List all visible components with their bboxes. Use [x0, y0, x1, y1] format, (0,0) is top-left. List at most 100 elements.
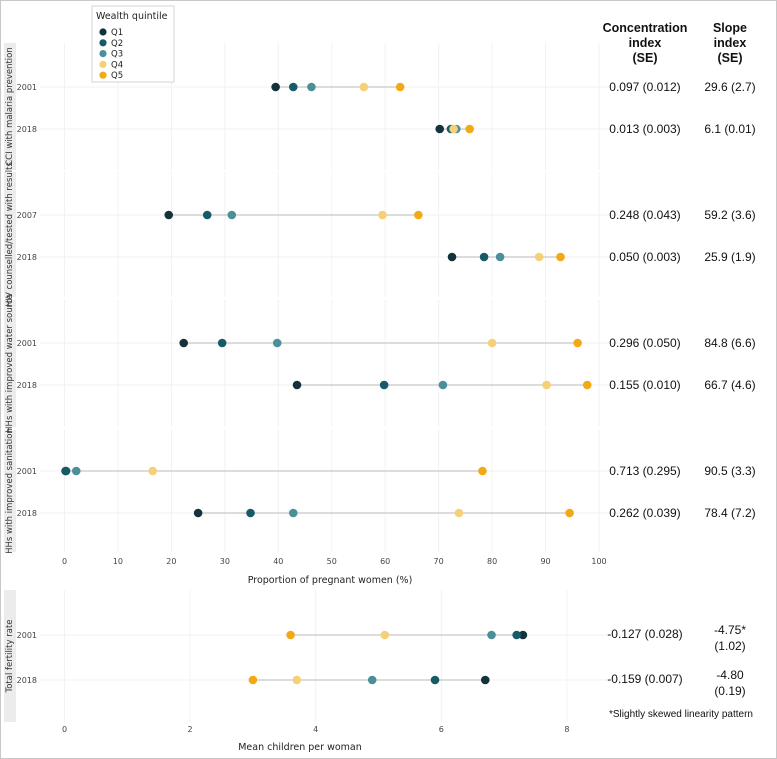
- year-label: 2007: [17, 211, 37, 220]
- concentration-index: -0.127 (0.028): [607, 627, 682, 641]
- dot-q1-2018: [447, 252, 457, 262]
- dot-q2-2001: [61, 466, 71, 476]
- facet-label-hhs-with-improved-water-source: HHs with improved water source: [5, 294, 15, 433]
- legend-title: Wealth quintile: [96, 11, 168, 22]
- dot-q5-2018: [556, 252, 565, 262]
- facet-label-hhs-with-improved-sanitation: HHs with improved sanitation: [5, 428, 15, 554]
- dot-q2-2001: [512, 630, 521, 640]
- x-tick-label: 60: [380, 557, 390, 566]
- x-axis-title: Proportion of pregnant women (%): [248, 575, 413, 586]
- concentration-index: 0.013 (0.003): [609, 122, 680, 136]
- dot-q4-2018: [454, 508, 464, 518]
- x-tick-label: 100: [591, 557, 606, 566]
- legend-swatch-q4: [99, 60, 107, 68]
- year-label: 2001: [17, 339, 37, 348]
- year-label: 2018: [17, 253, 37, 262]
- legend-label-q4: Q4: [111, 60, 123, 70]
- slope-index: -4.80: [716, 668, 744, 682]
- dot-q3-2007: [227, 210, 237, 220]
- dot-q2-2018: [430, 675, 440, 685]
- dot-q3-2018: [367, 675, 377, 685]
- dot-q1-2018: [435, 124, 445, 134]
- dot-q1-2007: [164, 210, 174, 220]
- dot-q4-2018: [449, 124, 458, 134]
- slope-index-header: index: [714, 36, 747, 50]
- dot-q5-2018: [582, 380, 592, 390]
- dot-q3-2018: [438, 380, 448, 390]
- dot-q5-2001: [395, 82, 405, 92]
- dot-q5-2001: [573, 338, 582, 348]
- facet-strip: [4, 590, 16, 722]
- dot-q2-2001: [288, 82, 298, 92]
- legend-label-q5: Q5: [111, 71, 123, 81]
- footnote: *Slightly skewed linearity pattern: [609, 709, 753, 720]
- dot-q1-2018: [292, 380, 302, 390]
- dot-q2-2018: [246, 508, 255, 518]
- x-tick-label: 50: [327, 557, 337, 566]
- concentration-index: 0.050 (0.003): [609, 250, 680, 264]
- concentration-index-header: (SE): [633, 51, 658, 65]
- concentration-index: 0.262 (0.039): [609, 506, 680, 520]
- legend-swatch-q3: [99, 50, 107, 58]
- slope-index: 66.7 (4.6): [704, 378, 755, 392]
- dot-q4-2018: [542, 380, 551, 390]
- year-label: 2001: [17, 631, 37, 640]
- legend-swatch-q1: [99, 28, 107, 36]
- slope-index-se: (0.19): [714, 684, 745, 698]
- legend-label-q2: Q2: [111, 39, 123, 49]
- concentration-index: 0.713 (0.295): [609, 464, 680, 478]
- concentration-index: 0.248 (0.043): [609, 208, 680, 222]
- dot-q4-2001: [359, 82, 369, 92]
- slope-index-header: Slope: [713, 21, 747, 35]
- dot-q4-2001: [380, 630, 390, 640]
- dot-q2-2001: [217, 338, 227, 348]
- legend-swatch-q2: [99, 39, 107, 47]
- dot-q5-2007: [414, 210, 423, 220]
- year-label: 2018: [17, 125, 37, 134]
- x-tick-label: 6: [439, 725, 444, 734]
- slope-index-se: (1.02): [714, 639, 745, 653]
- x-tick-label: 30: [220, 557, 230, 566]
- x-axis-title: Mean children per woman: [238, 742, 362, 753]
- slope-index: 59.2 (3.6): [704, 208, 755, 222]
- slope-index: 25.9 (1.9): [704, 250, 755, 264]
- facet-label-cci-with-malaria-prevention: CCI with malaria prevention: [5, 47, 15, 166]
- x-tick-label: 90: [540, 557, 550, 566]
- dot-q4-2007: [378, 210, 387, 220]
- dot-q3-2001: [71, 466, 81, 476]
- dot-q3-2001: [487, 630, 496, 640]
- dot-q4-2001: [148, 466, 157, 476]
- x-tick-label: 20: [166, 557, 176, 566]
- slope-index: 84.8 (6.6): [704, 336, 755, 350]
- slope-index: 90.5 (3.3): [704, 464, 755, 478]
- dot-q4-2018: [534, 252, 544, 262]
- dot-q5-2018: [465, 124, 474, 134]
- facet-label-total-fertility-rate: Total fertility rate: [5, 619, 15, 693]
- year-label: 2001: [17, 83, 37, 92]
- dot-q5-2001: [478, 466, 487, 476]
- dot-q3-2001: [272, 338, 282, 348]
- facet-strip: [4, 172, 16, 297]
- x-tick-label: 0: [62, 725, 67, 734]
- concentration-index: 0.155 (0.010): [609, 378, 680, 392]
- legend-swatch-q5: [99, 71, 107, 79]
- year-label: 2018: [17, 381, 37, 390]
- slope-index: 29.6 (2.7): [704, 80, 755, 94]
- facet-strip: [4, 300, 16, 427]
- dot-q2-2018: [479, 252, 489, 262]
- x-tick-label: 8: [564, 725, 569, 734]
- year-label: 2018: [17, 509, 37, 518]
- concentration-index-header: Concentration: [603, 21, 688, 35]
- dot-q1-2001: [271, 82, 280, 92]
- x-tick-label: 0: [62, 557, 67, 566]
- dot-q1-2018: [193, 508, 203, 518]
- dot-q5-2018: [565, 508, 574, 518]
- legend-label-q3: Q3: [111, 50, 123, 60]
- x-tick-label: 4: [313, 725, 318, 734]
- slope-index: -4.75*: [714, 623, 746, 637]
- dot-q2-2018: [379, 380, 389, 390]
- slope-index-header: (SE): [718, 51, 743, 65]
- dot-q1-2001: [518, 630, 528, 640]
- dot-q3-2018: [495, 252, 505, 262]
